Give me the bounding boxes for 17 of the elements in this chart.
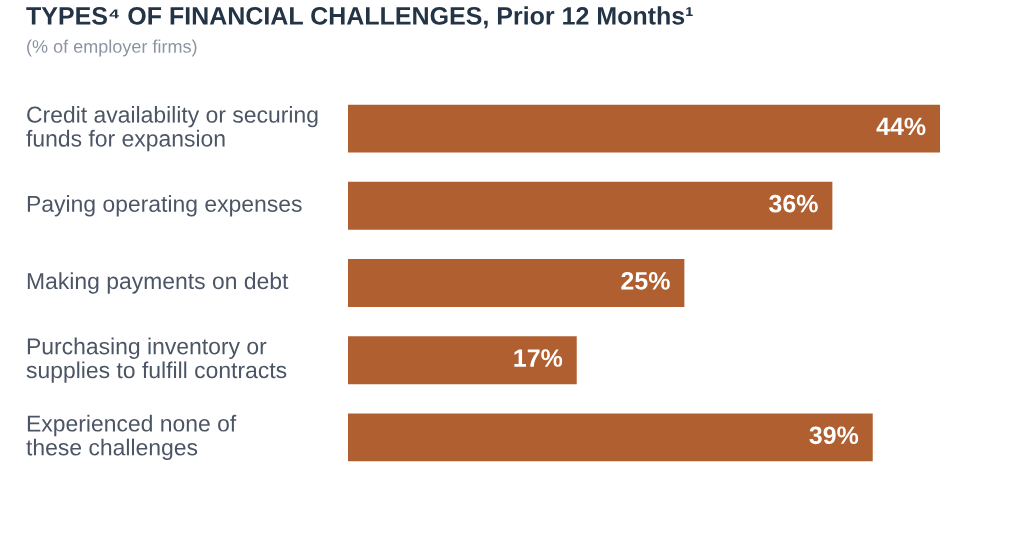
bar [348, 259, 685, 307]
y-tick-label: Paying operating expenses [27, 195, 302, 217]
data-label: 44% [876, 117, 926, 136]
data-label: 25% [621, 272, 670, 290]
bar [348, 104, 940, 153]
y-tick-label: Making payments on debt [27, 272, 289, 294]
bar [348, 413, 873, 462]
bar [348, 336, 577, 385]
chart-title: TYPES⁴ OF FINANCIAL CHALLENGES, Prior 12 Months¹ [26, 6, 693, 29]
bar [348, 181, 833, 230]
data-label: 39% [809, 426, 859, 445]
y-tick-label: Purchasing inventory or supplies to fulfill contracts [26, 337, 287, 383]
y-tick-label: Credit availability or securing funds for expansion [26, 105, 318, 152]
text: (% of employer firms) [27, 39, 197, 57]
data-label: 36% [769, 194, 818, 213]
data-label: 17% [514, 349, 563, 367]
y-tick-label: Experienced none of these challenges [26, 414, 237, 461]
